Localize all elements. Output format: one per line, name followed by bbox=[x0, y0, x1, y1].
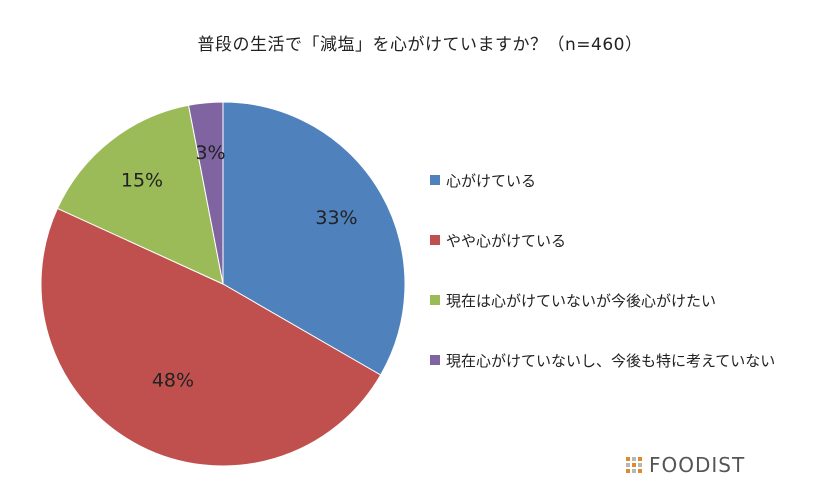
slice-label-1: 33% bbox=[315, 207, 357, 229]
pie-slice-1 bbox=[222, 101, 406, 376]
chart-legend: 心がけている やや心がけている 現在は心がけていないが今後心がけたい 現在心がけ… bbox=[430, 170, 775, 410]
pie-slice-4 bbox=[187, 101, 224, 285]
slice-label-2: 48% bbox=[152, 370, 194, 392]
legend-label-1: 心がけている bbox=[446, 171, 537, 190]
legend-label-3: 現在は心がけていないが今後心がけたい bbox=[446, 291, 717, 310]
legend-item-4: 現在心がけていないし、今後も特に考えていない bbox=[430, 350, 775, 370]
legend-swatch-3 bbox=[430, 295, 440, 305]
legend-swatch-2 bbox=[430, 235, 440, 245]
legend-item-1: 心がけている bbox=[430, 170, 775, 190]
legend-label-2: やや心がけている bbox=[446, 231, 567, 250]
foodist-logo: FOODIST bbox=[626, 453, 745, 477]
legend-item-2: やや心がけている bbox=[430, 230, 775, 250]
chart-title: 普段の生活で「減塩」を心がけていますか？（n=460） bbox=[197, 35, 643, 55]
slice-label-3: 15% bbox=[121, 169, 163, 191]
slice-label-4: 3% bbox=[195, 142, 225, 164]
legend-item-3: 現在は心がけていないが今後心がけたい bbox=[430, 290, 775, 310]
pie-slice-2 bbox=[40, 207, 382, 467]
legend-label-4: 現在心がけていないし、今後も特に考えていない bbox=[446, 351, 776, 370]
logo-dots-icon bbox=[626, 457, 642, 473]
pie-slice-3 bbox=[56, 104, 224, 285]
legend-swatch-1 bbox=[430, 175, 440, 185]
legend-swatch-4 bbox=[430, 355, 440, 365]
brand-name: FOODIST bbox=[649, 453, 746, 477]
